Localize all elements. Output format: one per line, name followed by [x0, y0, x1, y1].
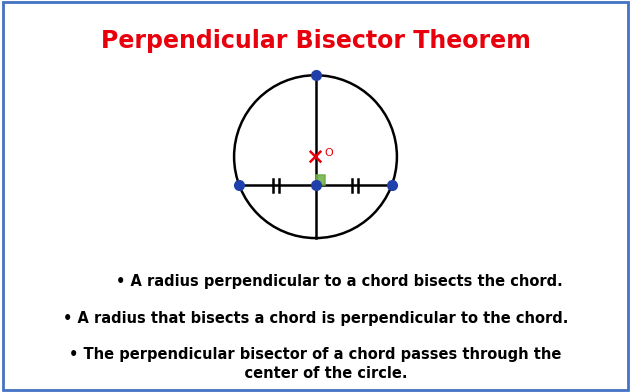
Bar — [316, 175, 325, 185]
Text: O: O — [324, 149, 333, 158]
Text: Perpendicular Bisector Theorem: Perpendicular Bisector Theorem — [100, 29, 531, 53]
Text: • A radius perpendicular to a chord bisects the chord.: • A radius perpendicular to a chord bise… — [116, 274, 563, 289]
Text: • A radius that bisects a chord is perpendicular to the chord.: • A radius that bisects a chord is perpe… — [63, 311, 568, 326]
Text: • The perpendicular bisector of a chord passes through the
    center of the cir: • The perpendicular bisector of a chord … — [69, 347, 562, 381]
